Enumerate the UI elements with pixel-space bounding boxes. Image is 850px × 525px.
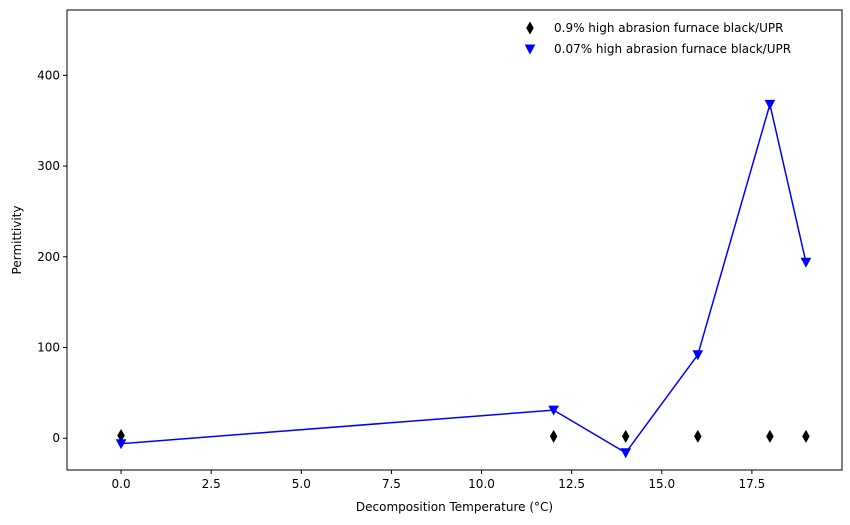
- x-axis-label: Decomposition Temperature (°C): [356, 500, 553, 514]
- x-tick-label: 5.0: [292, 477, 311, 491]
- plot-area: [67, 10, 842, 470]
- data-point: [549, 429, 558, 443]
- data-point: [766, 429, 774, 443]
- data-point: [621, 429, 630, 443]
- data-point: [802, 429, 810, 443]
- series-0: [117, 429, 810, 443]
- x-tick-label: 17.5: [739, 477, 766, 491]
- x-tick-label: 10.0: [468, 477, 495, 491]
- y-axis-label: Permittivity: [10, 206, 24, 275]
- data-point: [115, 439, 127, 450]
- x-tick-label: 7.5: [382, 477, 401, 491]
- data-point: [764, 99, 776, 110]
- data-point: [620, 448, 632, 459]
- x-tick-label: 2.5: [202, 477, 221, 491]
- legend: 0.9% high abrasion furnace black/UPR 0.07…: [524, 21, 791, 56]
- y-tick-label: 100: [37, 341, 60, 355]
- legend-marker: [524, 44, 536, 55]
- y-tick-label: 0: [52, 431, 60, 445]
- data-point: [694, 429, 702, 443]
- data-point: [692, 350, 704, 361]
- y-tick-label: 300: [37, 159, 60, 173]
- y-tick-label: 200: [37, 250, 60, 264]
- legend-label: 0.07% high abrasion furnace black/UPR: [554, 42, 791, 56]
- plot-frame: [66, 9, 843, 471]
- legend-marker: [526, 21, 534, 35]
- x-tick-label: 15.0: [648, 477, 675, 491]
- data-point: [800, 257, 812, 268]
- ticks-layer: 0.0 2.5 5.0 7.5 10.0 12.5 15.0 17.5 0 100 200 300 40…: [37, 68, 765, 491]
- series-line: [121, 104, 807, 454]
- y-tick-label: 400: [37, 68, 60, 82]
- legend-label: 0.9% high abrasion furnace black/UPR: [554, 21, 783, 35]
- x-tick-label: 12.5: [558, 477, 585, 491]
- x-tick-label: 0.0: [112, 477, 131, 491]
- series-1: [115, 99, 812, 459]
- series-layer: [115, 99, 812, 459]
- data-point: [548, 405, 559, 416]
